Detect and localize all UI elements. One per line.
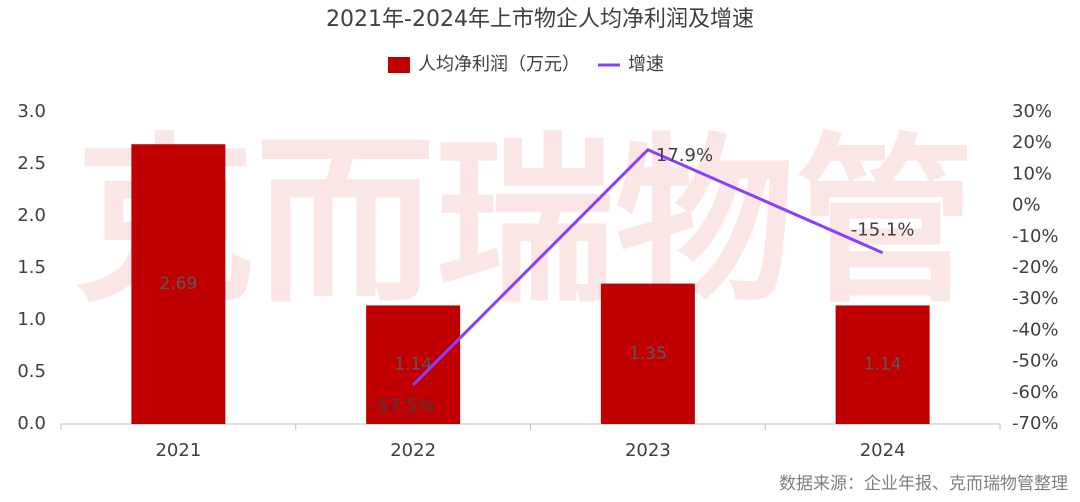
y2-tick-label: -40% — [1012, 319, 1059, 340]
chart-title: 2021年-2024年上市物企人均净利润及增速 — [326, 7, 754, 32]
y2-tick-label: 10% — [1012, 163, 1052, 184]
x-tick-label: 2023 — [625, 440, 671, 461]
line — [412, 147, 884, 387]
bar-value-label: 1.35 — [629, 344, 667, 364]
y2-tick-label: 30% — [1012, 101, 1052, 122]
y2-tick-label: -20% — [1012, 257, 1059, 278]
y2-tick-label: -10% — [1012, 226, 1059, 247]
bar — [131, 144, 226, 425]
y2-tick-label: -30% — [1012, 288, 1059, 309]
bar-value-label: 1.14 — [864, 355, 902, 375]
y2-tick-label: 20% — [1012, 132, 1052, 153]
x-tick-label: 2021 — [155, 440, 201, 461]
y2-tick-label: -50% — [1012, 351, 1059, 372]
x-tick-label: 2024 — [860, 440, 906, 461]
legend-swatch — [388, 57, 410, 73]
y-tick-label: 0.5 — [17, 361, 46, 382]
bar-value-label: 1.14 — [394, 355, 432, 375]
line-value-label: -15.1% — [851, 220, 915, 241]
y2-tick-label: 0% — [1012, 195, 1041, 216]
y-tick-label: 3.0 — [17, 101, 46, 122]
y-tick-label: 2.0 — [17, 205, 46, 226]
bar — [835, 305, 930, 424]
source-note: 数据来源：企业年报、克而瑞物管整理 — [779, 474, 1068, 494]
y-tick-label: 1.5 — [17, 257, 46, 278]
bar — [366, 305, 461, 424]
y2-tick-label: -70% — [1012, 413, 1059, 434]
y-tick-label: 2.5 — [17, 153, 46, 174]
bar-value-label: 2.69 — [159, 274, 197, 294]
line-value-label: 17.9% — [656, 145, 713, 166]
x-tick-label: 2022 — [390, 440, 436, 461]
y2-tick-label: -60% — [1012, 382, 1059, 403]
legend-label: 人均净利润（万元） — [418, 54, 580, 75]
line-value-label: -57.5% — [371, 396, 435, 417]
legend-label: 增速 — [628, 54, 664, 75]
bar — [600, 283, 695, 424]
y-tick-label: 0.0 — [17, 413, 46, 434]
y-tick-label: 1.0 — [17, 309, 46, 330]
